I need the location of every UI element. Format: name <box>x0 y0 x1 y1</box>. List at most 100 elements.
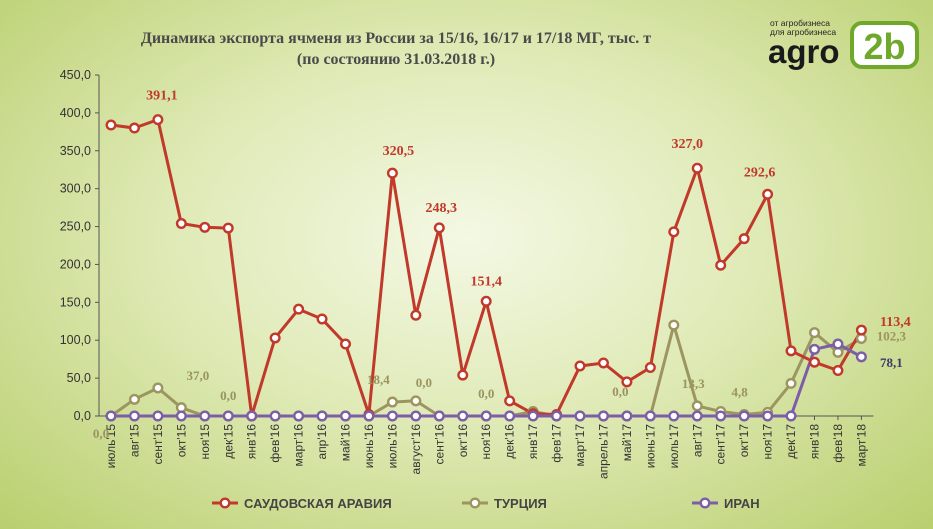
logo-tagline-1: от агробизнеса <box>770 18 830 28</box>
y-tick-label: 150,0 <box>60 295 91 309</box>
legend-marker-1 <box>469 497 481 509</box>
data-label: 0,0 <box>93 426 109 441</box>
data-point <box>222 410 234 422</box>
legend-label-1: ТУРЦИЯ <box>494 496 547 511</box>
x-tick-label: янв'16 <box>245 424 259 459</box>
x-tick-label: окт'16 <box>456 424 470 458</box>
legend-label-2: ИРАН <box>724 496 760 511</box>
legend: САУДОВСКАЯ АРАВИЯ ТУРЦИЯ ИРАН <box>212 496 760 511</box>
x-tick-label: янв'17 <box>526 424 540 459</box>
x-tick-label: апр'16 <box>315 424 329 460</box>
data-label: 37,0 <box>187 368 210 383</box>
data-label: 248,3 <box>426 201 458 216</box>
data-label: 113,4 <box>880 315 911 330</box>
data-point <box>152 114 164 126</box>
y-tick-label: 0,0 <box>74 409 91 423</box>
logo-badge-icon <box>850 21 919 69</box>
data-point <box>199 410 211 422</box>
y-tick-label: 100,0 <box>60 333 91 347</box>
x-tick-label: июль'16 <box>385 424 399 469</box>
data-label: 78,1 <box>880 355 903 370</box>
x-tick-label: ноя'15 <box>198 424 212 460</box>
data-point <box>457 369 469 381</box>
series-line-0 <box>110 118 863 418</box>
data-point <box>785 377 797 389</box>
x-tick-label: дек'17 <box>784 424 798 459</box>
x-tick-label: май'17 <box>620 424 634 462</box>
x-tick-label: авг'15 <box>127 424 141 457</box>
data-point <box>527 410 539 422</box>
legend-label-0: САУДОВСКАЯ АРАВИЯ <box>244 496 392 511</box>
data-label: 292,6 <box>744 165 776 180</box>
data-point <box>105 410 117 422</box>
series-lines <box>110 118 863 418</box>
x-tick-label: фев'16 <box>268 424 282 463</box>
data-point <box>785 345 797 357</box>
data-label: 0,0 <box>416 375 432 390</box>
data-point <box>785 410 797 422</box>
data-point <box>269 410 281 422</box>
data-label: 18,4 <box>367 372 390 387</box>
x-tick-label: июнь'17 <box>643 424 657 469</box>
data-point <box>551 410 563 422</box>
data-point <box>386 396 398 408</box>
data-point <box>738 233 750 245</box>
data-point <box>152 410 164 422</box>
x-tick-label: окт'15 <box>174 424 188 458</box>
data-point <box>363 410 375 422</box>
data-point <box>293 410 305 422</box>
data-point <box>715 410 727 422</box>
data-point <box>105 119 117 131</box>
data-point <box>574 360 586 372</box>
x-tick-label: август'16 <box>409 424 423 475</box>
data-point <box>199 221 211 233</box>
legend-marker-0 <box>219 497 231 509</box>
data-labels: 391,1 320,5 248,3 151,4 327,0 292,6 113,4 0,0 37… <box>93 89 911 441</box>
chart-title: Динамика экспорта ячменя из России за 15… <box>141 30 651 47</box>
x-tick-label: авг'17 <box>690 424 704 457</box>
data-point <box>809 356 821 368</box>
data-point <box>269 332 281 344</box>
data-point <box>316 410 328 422</box>
x-tick-label: фев'17 <box>550 424 564 463</box>
data-point <box>128 393 140 405</box>
x-tick-label: дек'16 <box>503 424 517 459</box>
data-point <box>433 222 445 234</box>
data-point <box>386 410 398 422</box>
legend-marker-2 <box>699 497 711 509</box>
x-tick-label: март'18 <box>854 424 868 467</box>
data-point <box>855 351 867 363</box>
x-tick-label: сент'17 <box>714 424 728 465</box>
x-tick-label: сент'16 <box>432 424 446 465</box>
data-point <box>809 343 821 355</box>
x-tick-label: сент'15 <box>151 424 165 465</box>
data-point <box>128 410 140 422</box>
data-point <box>504 410 516 422</box>
x-tick-label: окт'17 <box>737 424 751 458</box>
data-point <box>762 188 774 200</box>
y-tick-label: 450,0 <box>60 68 91 82</box>
data-point <box>246 410 258 422</box>
x-tick-label: март'17 <box>573 424 587 467</box>
x-tick-label: май'16 <box>339 424 353 462</box>
data-label: 327,0 <box>672 137 704 152</box>
data-point <box>340 338 352 350</box>
data-point <box>480 295 492 307</box>
y-tick-label: 400,0 <box>60 106 91 120</box>
data-point <box>715 259 727 271</box>
series-line-2 <box>111 342 863 418</box>
data-point <box>457 410 469 422</box>
data-point <box>621 376 633 388</box>
x-tick-label: март'16 <box>292 424 306 467</box>
data-label: 102,3 <box>877 328 907 343</box>
data-label: 151,4 <box>470 274 502 289</box>
data-point <box>175 410 187 422</box>
data-label: 4,8 <box>731 384 748 399</box>
axes: 0,0 50,0 100,0 150,0 200,0 250,0 300,0 350,0 400… <box>60 68 874 479</box>
data-point <box>597 410 609 422</box>
data-point <box>175 218 187 230</box>
x-tick-label: дек'15 <box>221 424 235 459</box>
data-point <box>574 410 586 422</box>
data-point <box>504 395 516 407</box>
